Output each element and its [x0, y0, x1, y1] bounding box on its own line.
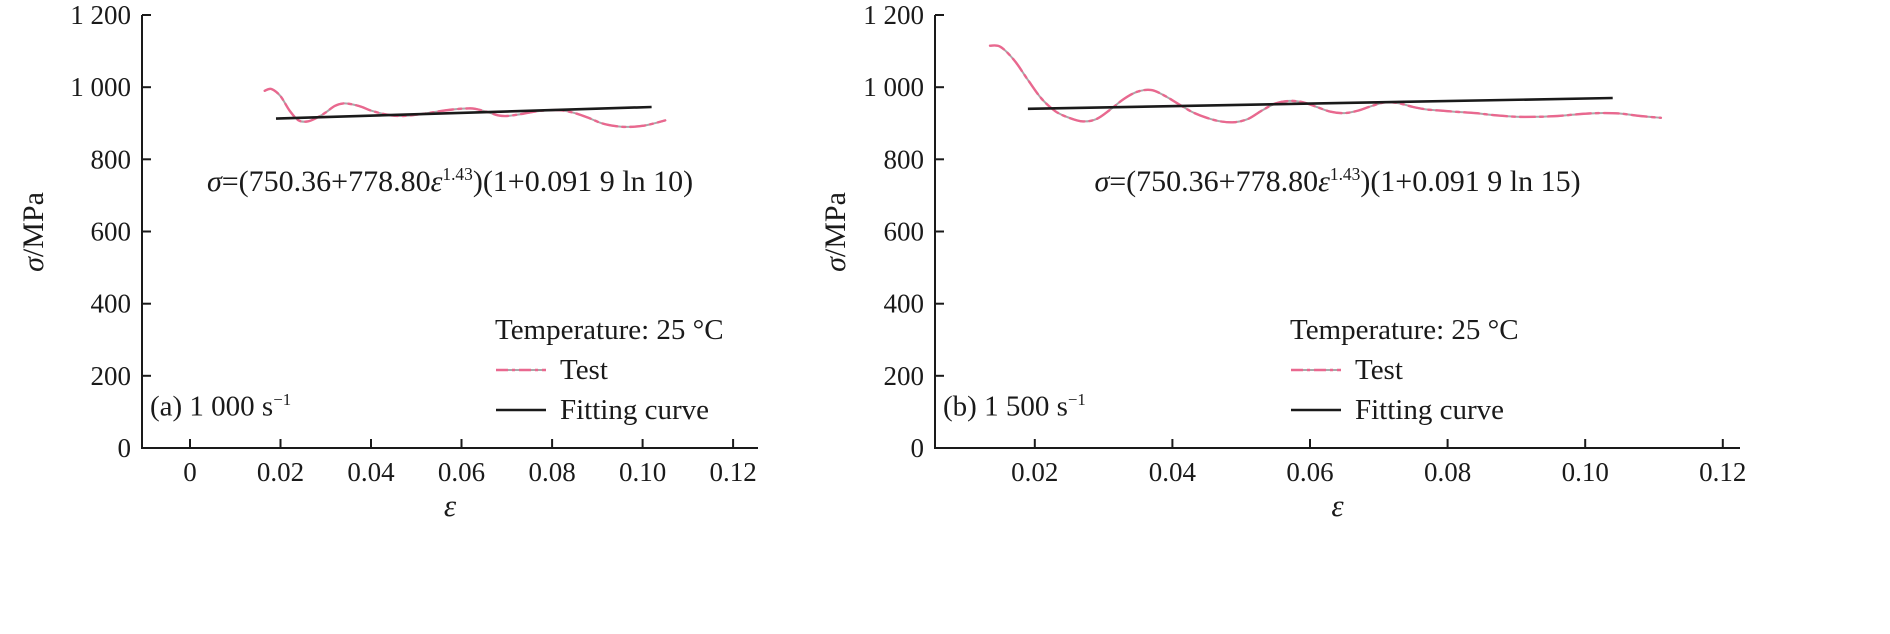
legend: Temperature: 25 °C Test Fitting curve [1290, 310, 1519, 430]
chart-panel-a: 0 200 400 600 800 1 000 1 200 0 0.02 0.04 0.06 0.08… [0, 0, 790, 634]
svg-text:800: 800 [884, 144, 925, 174]
legend-temperature-label: Temperature: 25 °C [495, 313, 724, 346]
svg-text:0.02: 0.02 [257, 457, 304, 487]
svg-text:0.06: 0.06 [1286, 457, 1333, 487]
svg-text:400: 400 [91, 289, 132, 319]
svg-text:0.06: 0.06 [438, 457, 485, 487]
legend-temperature-label: Temperature: 25 °C [1290, 313, 1519, 346]
svg-text:800: 800 [91, 144, 132, 174]
svg-text:200: 200 [884, 361, 925, 391]
equation-body: =(750.36+778.80 [1109, 165, 1319, 198]
panel-label-exponent: −1 [273, 390, 292, 409]
x-axis-label: ε [1331, 488, 1344, 523]
test-line-sample-icon [496, 368, 546, 372]
fit-equation: σ=(750.36+778.80ε1.43)(1+0.091 9 ln 15) [935, 152, 1740, 204]
x-axis-label: ε [443, 488, 457, 523]
svg-text:200: 200 [91, 361, 132, 391]
panel-label-text: (b) 1 500 s [943, 390, 1068, 423]
svg-text:0.12: 0.12 [709, 457, 756, 487]
legend-fitting-label: Fitting curve [1355, 393, 1505, 426]
fitting-line-sample-icon [496, 408, 546, 412]
legend-fitting-label: Fitting curve [560, 393, 710, 426]
panel-label-b: (b) 1 500 s−1 [943, 390, 1086, 424]
chart-b-plot-area: 0 200 400 600 800 1 000 1 200 0.02 0.04 0.06 0.08 0… [863, 0, 1746, 487]
chart-a-plot-area: 0 200 400 600 800 1 000 1 200 0 0.02 0.04 0.06 0.08… [70, 0, 758, 487]
equation-epsilon: ε [430, 165, 443, 198]
svg-text:1 200: 1 200 [70, 0, 131, 30]
legend-temperature: Temperature: 25 °C [495, 310, 724, 350]
y-axis-unit: /MPa [17, 191, 50, 257]
svg-text:0: 0 [118, 433, 132, 463]
svg-text:0.10: 0.10 [619, 457, 666, 487]
svg-text:0.08: 0.08 [528, 457, 575, 487]
svg-text:0: 0 [911, 433, 925, 463]
equation-body: =(750.36+778.80 [221, 165, 431, 198]
legend: Temperature: 25 °C Test Fitting curve [495, 310, 724, 430]
y-axis-unit: /MPa [819, 191, 852, 257]
equation-tail: )(1+0.091 9 ln 10) [472, 165, 694, 198]
svg-text:1 200: 1 200 [863, 0, 924, 30]
equation-sigma: σ [206, 165, 222, 198]
svg-text:0: 0 [183, 457, 197, 487]
equation-sigma: σ [1094, 165, 1110, 198]
equation-tail: )(1+0.091 9 ln 15) [1360, 165, 1581, 198]
legend-test-label: Test [560, 353, 608, 386]
legend-test: Test [495, 350, 724, 390]
equation-epsilon: ε [1318, 165, 1330, 198]
equation-exponent: 1.43 [1329, 164, 1361, 184]
y-axis-label: σ/MPa [17, 192, 51, 272]
legend-fitting-curve: Fitting curve [1290, 390, 1519, 430]
legend-fitting-curve: Fitting curve [495, 390, 724, 430]
fit-equation: σ=(750.36+778.80ε1.43)(1+0.091 9 ln 10) [142, 152, 758, 204]
svg-text:0.04: 0.04 [347, 457, 395, 487]
equation-exponent: 1.43 [442, 164, 473, 184]
fitting-line-sample-icon [1291, 408, 1341, 412]
svg-text:0.02: 0.02 [1011, 457, 1058, 487]
svg-text:600: 600 [884, 217, 925, 247]
test-line-sample-icon [1291, 368, 1341, 372]
legend-test: Test [1290, 350, 1519, 390]
svg-text:1 000: 1 000 [70, 72, 131, 102]
svg-text:0.12: 0.12 [1699, 457, 1746, 487]
chart-panel-b: 0 200 400 600 800 1 000 1 200 0.02 0.04 0.06 0.08 0… [790, 0, 1890, 634]
svg-text:0.08: 0.08 [1424, 457, 1471, 487]
panel-label-exponent: −1 [1067, 390, 1086, 409]
y-axis-symbol: σ [819, 256, 852, 272]
panel-label-a: (a) 1 000 s−1 [150, 390, 291, 424]
svg-text:0.04: 0.04 [1149, 457, 1197, 487]
svg-text:400: 400 [884, 289, 925, 319]
svg-text:0.10: 0.10 [1562, 457, 1609, 487]
y-axis-symbol: σ [17, 256, 50, 272]
svg-text:1 000: 1 000 [863, 72, 924, 102]
svg-text:600: 600 [91, 217, 132, 247]
y-axis-label: σ/MPa [819, 192, 853, 272]
panel-label-text: (a) 1 000 s [150, 390, 274, 423]
legend-temperature: Temperature: 25 °C [1290, 310, 1519, 350]
legend-test-label: Test [1355, 353, 1403, 386]
